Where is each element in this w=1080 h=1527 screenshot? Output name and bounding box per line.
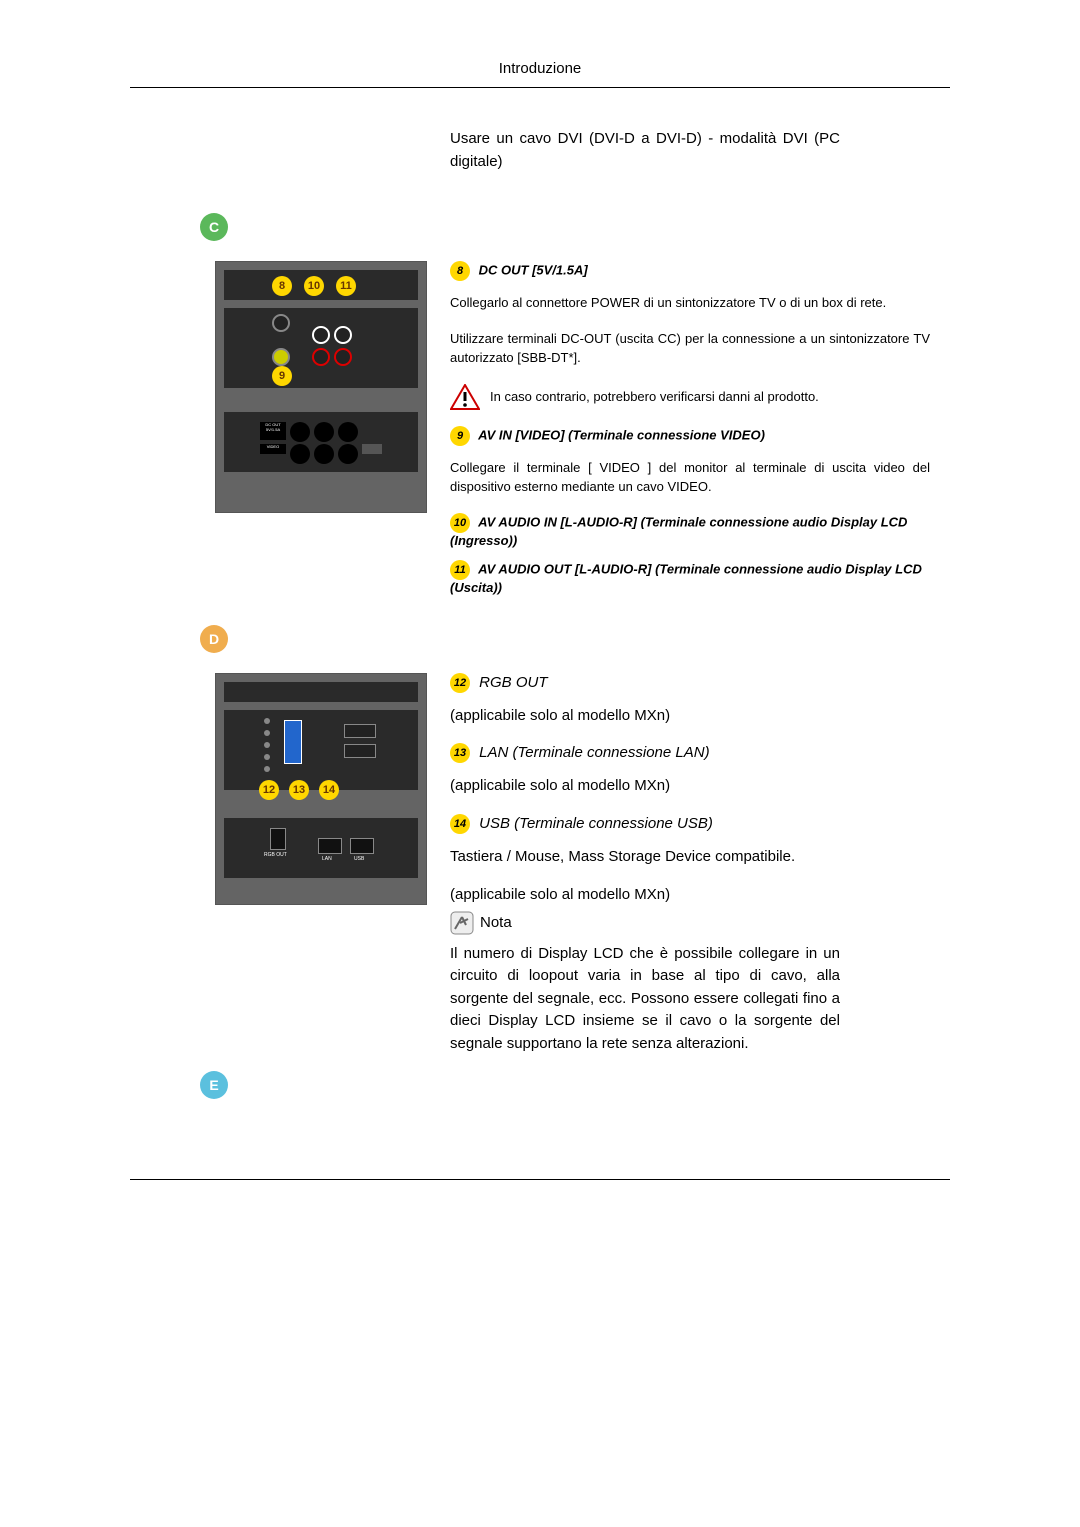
diagram-d: 12 13 14 RGB OUT LAN USB xyxy=(215,673,427,905)
section-c-row: C xyxy=(150,213,930,241)
heading-14-text: USB (Terminale connessione USB) xyxy=(479,814,713,831)
num-badge-10-icon: 10 xyxy=(450,513,470,533)
heading-10: 10 AV AUDIO IN [L-AUDIO-R] (Terminale co… xyxy=(450,513,930,548)
heading-8-text: DC OUT [5V/1.5A] xyxy=(479,262,588,277)
warning-row: In caso contrario, potrebbero verificars… xyxy=(450,384,930,410)
diagram-c-panel-main: 9 xyxy=(224,308,418,388)
heading-13-text: LAN (Terminale connessione LAN) xyxy=(479,744,709,761)
badge-c: C xyxy=(200,213,228,241)
heading-14: 14 USB (Terminale connessione USB) xyxy=(450,814,840,834)
page-header: Introduzione xyxy=(130,60,950,88)
mini-badge-12: 12 xyxy=(259,780,279,800)
section-d-row: D xyxy=(150,625,930,653)
note-label: Nota xyxy=(480,914,512,931)
footer-line xyxy=(130,1179,950,1180)
para-9: Collegare il terminale [ VIDEO ] del mon… xyxy=(450,458,930,497)
diagram-c: 8 10 11 9 DC OUT5V/1.5A xyxy=(215,261,427,513)
warning-text: In caso contrario, potrebbero verificars… xyxy=(490,387,819,407)
note-icon xyxy=(450,911,474,935)
mini-badge-9: 9 xyxy=(272,366,292,386)
diagram-c-panel-top: 8 10 11 xyxy=(224,270,418,300)
warning-icon xyxy=(450,384,480,410)
heading-9: 9 AV IN [VIDEO] (Terminale connessione V… xyxy=(450,426,930,446)
page: Introduzione Usare un cavo DVI (DVI-D a … xyxy=(0,0,1080,1260)
intro-text: Usare un cavo DVI (DVI-D a DVI-D) - moda… xyxy=(450,128,840,173)
diagram-c-panel-bottom: DC OUT5V/1.5A VIDEO xyxy=(224,412,418,472)
mini-badge-13: 13 xyxy=(289,780,309,800)
para-13: (applicabile solo al modello MXn) xyxy=(450,775,840,798)
mini-badge-14: 14 xyxy=(319,780,339,800)
num-badge-13-icon: 13 xyxy=(450,743,470,763)
heading-11-text: AV AUDIO OUT [L-AUDIO-R] (Terminale conn… xyxy=(450,561,922,595)
heading-10-text: AV AUDIO IN [L-AUDIO-R] (Terminale conne… xyxy=(450,514,907,548)
para-8a: Collegarlo al connettore POWER di un sin… xyxy=(450,293,930,313)
section-e-row: E xyxy=(150,1071,930,1099)
note-row: Nota xyxy=(450,911,840,935)
mini-badge-10: 10 xyxy=(304,276,324,296)
num-badge-9-icon: 9 xyxy=(450,426,470,446)
content: Usare un cavo DVI (DVI-D a DVI-D) - moda… xyxy=(130,128,950,1099)
badge-d: D xyxy=(200,625,228,653)
page-title: Introduzione xyxy=(499,60,582,77)
heading-9-text: AV IN [VIDEO] (Terminale connessione VID… xyxy=(478,427,765,442)
num-badge-12-icon: 12 xyxy=(450,673,470,693)
heading-13: 13 LAN (Terminale connessione LAN) xyxy=(450,743,840,763)
para-14b: (applicabile solo al modello MXn) xyxy=(450,884,840,907)
section-d-text: 12 RGB OUT (applicabile solo al modello … xyxy=(450,673,840,1056)
para-12: (applicabile solo al modello MXn) xyxy=(450,705,840,728)
num-badge-14-icon: 14 xyxy=(450,814,470,834)
heading-12: 12 RGB OUT xyxy=(450,673,840,693)
mini-badge-11: 11 xyxy=(336,276,356,296)
num-badge-11-icon: 11 xyxy=(450,560,470,580)
heading-8: 8 DC OUT [5V/1.5A] xyxy=(450,261,930,281)
num-badge-8-icon: 8 xyxy=(450,261,470,281)
badge-e: E xyxy=(200,1071,228,1099)
section-c-text: 8 DC OUT [5V/1.5A] Collegarlo al connett… xyxy=(450,261,930,595)
heading-12-text: RGB OUT xyxy=(479,673,547,690)
heading-11: 11 AV AUDIO OUT [L-AUDIO-R] (Terminale c… xyxy=(450,560,930,595)
note-body: Il numero di Display LCD che è possibile… xyxy=(450,943,840,1056)
para-14a: Tastiera / Mouse, Mass Storage Device co… xyxy=(450,846,840,869)
mini-badge-8: 8 xyxy=(272,276,292,296)
para-8b: Utilizzare terminali DC-OUT (uscita CC) … xyxy=(450,329,930,368)
